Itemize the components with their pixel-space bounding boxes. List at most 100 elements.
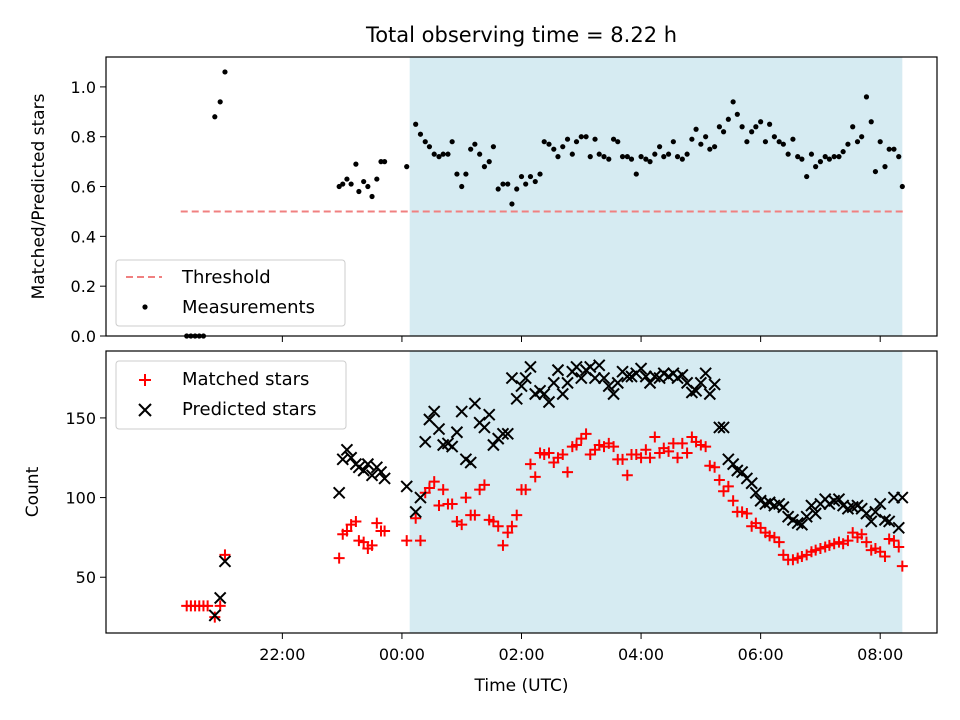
measurement-point — [638, 154, 644, 160]
y-tick-label: 100 — [65, 489, 96, 508]
matched-point — [777, 549, 789, 561]
legend-measurements-label: Measurements — [182, 297, 315, 318]
measurement-point — [527, 173, 534, 180]
matched-point — [883, 533, 895, 545]
measurement-point — [684, 151, 690, 157]
measurement-point — [353, 161, 359, 167]
measurement-point — [212, 114, 218, 120]
x-axis-label: Time (UTC) — [474, 676, 569, 696]
matched-point — [713, 474, 725, 486]
predicted-point — [676, 368, 689, 382]
measurement-point — [808, 151, 815, 157]
matched-point — [617, 453, 629, 465]
matched-point — [524, 458, 536, 470]
matched-point — [709, 461, 721, 473]
measurement-point — [610, 136, 617, 142]
measurement-point — [422, 139, 428, 145]
predicted-point — [414, 491, 427, 504]
matched-point — [366, 539, 378, 551]
matched-point — [750, 517, 762, 529]
measurement-point — [707, 146, 713, 152]
predicted-point — [639, 370, 653, 383]
matched-point — [423, 482, 435, 494]
matched-point — [580, 428, 592, 440]
matched-point — [492, 520, 504, 532]
measurement-point — [863, 94, 870, 100]
x-tick-label: 06:00 — [738, 645, 784, 664]
measurement-point — [348, 181, 354, 187]
matched-point — [401, 535, 413, 547]
measurement-point — [712, 144, 718, 150]
measurement-point — [546, 141, 552, 147]
y-tick-label: 0.4 — [71, 227, 96, 246]
matched-point — [562, 466, 574, 478]
matched-point — [446, 498, 458, 510]
measurement-point — [381, 159, 388, 165]
measurement-point — [495, 186, 501, 192]
predicted-point — [551, 363, 565, 377]
count-y-axis: 50 100 150 — [65, 409, 106, 587]
measurement-point — [564, 136, 571, 142]
legend-measurements-swatch — [142, 304, 148, 310]
x-tick-label: 22:00 — [259, 645, 305, 664]
measurement-point — [780, 141, 786, 147]
measurement-point — [850, 124, 856, 130]
predicted-point — [538, 387, 551, 401]
y-tick-label: 0.8 — [71, 128, 96, 147]
predicted-point — [501, 427, 514, 441]
predicted-point — [496, 427, 510, 441]
matched-point — [506, 520, 518, 532]
matched-point — [727, 495, 739, 507]
predicted-point — [685, 386, 699, 399]
y-tick-label: 0.2 — [71, 277, 96, 296]
measurement-point — [891, 146, 897, 152]
measurement-point — [647, 159, 653, 165]
matched-point — [736, 506, 748, 518]
measurement-point — [877, 139, 883, 145]
matched-point — [764, 530, 776, 542]
y-tick-label: 1.0 — [71, 78, 96, 97]
predicted-point — [570, 360, 583, 374]
matched-point — [681, 447, 693, 459]
measurement-point — [222, 69, 228, 75]
predicted-point — [344, 451, 358, 464]
measurement-point — [378, 159, 384, 165]
measurement-point — [490, 144, 497, 150]
observing-window-shade-bottom — [409, 351, 903, 633]
x-tick-label: 04:00 — [618, 645, 664, 664]
measurement-point — [790, 136, 796, 142]
measurement-point — [361, 178, 367, 185]
legend-predicted-label: Predicted stars — [182, 399, 316, 420]
legend-predicted-swatch — [138, 403, 152, 417]
predicted-point — [340, 443, 354, 456]
measurement-point — [537, 171, 543, 177]
measurement-point — [826, 156, 832, 162]
matched-point — [879, 551, 891, 563]
measurement-point — [601, 154, 607, 160]
matched-point — [874, 546, 886, 558]
measurement-point — [514, 186, 520, 192]
measurement-point — [698, 141, 704, 147]
measurement-point — [523, 181, 529, 187]
measurement-point — [725, 116, 731, 122]
measurement-point — [822, 154, 828, 160]
matched-point — [474, 484, 486, 496]
measurement-point — [606, 156, 612, 162]
predicted-point — [561, 376, 574, 390]
predicted-point — [400, 480, 413, 493]
measurement-point — [500, 181, 506, 187]
count-x-axis: 22:00 00:00 02:00 04:00 06:00 08:00 — [259, 633, 903, 664]
predicted-point — [428, 405, 441, 418]
matched-point — [469, 509, 481, 521]
measurement-point — [753, 124, 759, 130]
matched-point — [502, 527, 514, 539]
matched-point — [202, 600, 214, 612]
measurement-point — [674, 154, 681, 160]
measurement-point — [882, 164, 888, 170]
measurement-point — [886, 146, 892, 152]
matched-point — [433, 500, 445, 512]
measurement-point — [573, 139, 580, 145]
measurement-point — [463, 171, 469, 177]
predicted-point — [593, 359, 606, 372]
